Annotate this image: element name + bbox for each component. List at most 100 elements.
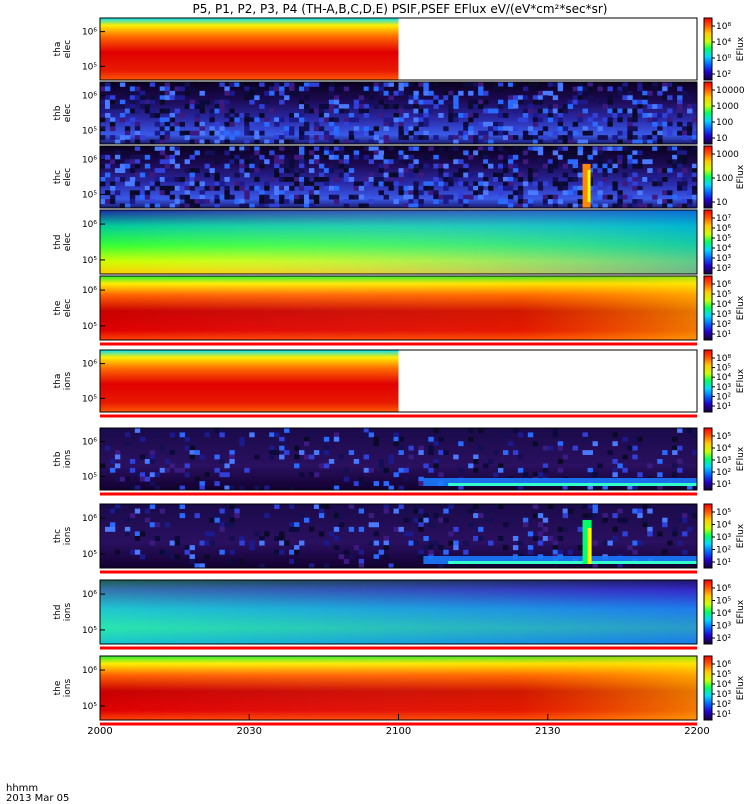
noise-cell — [224, 86, 230, 92]
noise-cell — [219, 95, 225, 101]
noise-cell — [373, 146, 379, 151]
noise-cell — [627, 139, 633, 145]
noise-cell — [229, 459, 235, 464]
noise-cell — [368, 99, 375, 105]
noise-cell — [239, 163, 245, 169]
noise-cell — [403, 203, 409, 209]
noise-cell — [279, 531, 285, 537]
noise-cell — [483, 181, 489, 187]
panel-label-probe: thc — [53, 170, 63, 184]
noise-cell — [677, 428, 683, 433]
noise-cell — [189, 558, 195, 564]
noise-cell — [423, 135, 429, 140]
noise-cell — [144, 476, 151, 482]
noise-cell — [109, 159, 116, 165]
noise-cell — [423, 154, 429, 160]
noise-cell — [353, 126, 360, 132]
noise-cell — [259, 82, 265, 87]
noise-cell — [184, 436, 190, 442]
noise-cell — [657, 113, 663, 118]
noise-cell — [522, 95, 529, 101]
noise-cell — [224, 185, 230, 191]
noise-cell — [647, 113, 653, 118]
noise-cell — [134, 146, 141, 151]
noise-cell — [279, 549, 285, 555]
noise-cell — [562, 190, 569, 196]
noise-cell — [229, 450, 235, 455]
noise-cell — [169, 126, 176, 132]
noise-cell — [109, 508, 116, 514]
noise-cell — [642, 154, 648, 160]
noise-cell — [259, 113, 265, 118]
noise-cell — [343, 476, 350, 482]
y-tick-label: 10⁶ — [82, 514, 97, 524]
noise-cell — [184, 159, 190, 165]
noise-cell — [423, 181, 429, 187]
noise-cell — [199, 199, 205, 204]
noise-cell — [244, 194, 250, 200]
noise-cell — [687, 150, 693, 156]
noise-cell — [129, 459, 136, 464]
noise-cell — [139, 90, 146, 96]
noise-cell — [423, 545, 429, 551]
noise-cell — [498, 126, 504, 132]
noise-cell — [358, 558, 365, 564]
noise-cell — [269, 436, 275, 442]
noise-cell — [149, 181, 156, 187]
noise-cell — [498, 185, 504, 191]
noise-cell — [612, 432, 618, 438]
noise-cell — [199, 126, 205, 132]
colorbar-tick-label: 100 — [716, 118, 733, 128]
noise-cell — [577, 172, 583, 178]
noise-cell — [388, 185, 394, 191]
noise-cell — [567, 104, 574, 109]
noise-cell — [677, 172, 683, 178]
noise-cell — [657, 485, 663, 491]
noise-cell — [308, 181, 315, 187]
noise-cell — [557, 154, 564, 160]
noise-cell — [269, 90, 275, 96]
noise-cell — [274, 95, 280, 101]
noise-cell — [274, 168, 280, 173]
noise-cell — [308, 82, 315, 87]
noise-cell — [393, 441, 399, 447]
noise-cell — [179, 159, 185, 165]
noise-cell — [652, 181, 658, 187]
noise-cell — [687, 190, 693, 196]
noise-cell — [378, 90, 384, 96]
noise-cell — [124, 517, 131, 523]
noise-cell — [254, 177, 260, 182]
noise-cell — [408, 540, 414, 546]
noise-cell — [388, 172, 394, 178]
noise-cell — [174, 536, 180, 541]
noise-cell — [617, 203, 623, 209]
noise-cell — [313, 159, 320, 165]
noise-cell — [254, 117, 260, 123]
colorbar — [703, 275, 713, 341]
noise-cell — [428, 545, 434, 551]
noise-cell — [348, 554, 355, 560]
noise-cell — [473, 513, 479, 519]
noise-cell — [129, 108, 136, 114]
noise-cell — [413, 104, 419, 109]
colorbar-tick-label: 10² — [716, 634, 731, 644]
noise-cell — [299, 177, 305, 182]
noise-cell — [607, 450, 613, 455]
noise-cell — [289, 146, 295, 151]
noise-cell — [249, 86, 255, 92]
colorbar-tick-label: 10² — [716, 700, 731, 710]
noise-cell — [333, 432, 340, 438]
noise-cell — [507, 199, 514, 204]
noise-cell — [502, 159, 509, 165]
noise-cell — [184, 203, 190, 209]
noise-cell — [662, 549, 668, 555]
noise-cell — [279, 454, 285, 460]
noise-cell — [313, 177, 320, 182]
noise-cell — [383, 159, 389, 165]
noise-cell — [592, 163, 598, 169]
noise-cell — [602, 117, 608, 123]
noise-cell — [522, 472, 529, 478]
noise-cell — [124, 476, 131, 482]
noise-cell — [254, 146, 260, 151]
noise-cell — [677, 130, 683, 136]
